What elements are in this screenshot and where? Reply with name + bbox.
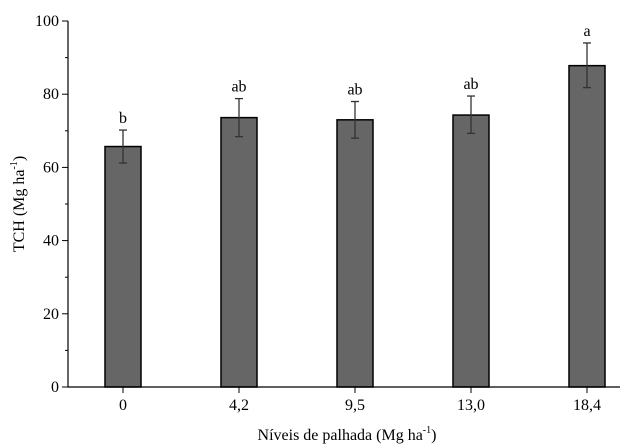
x-axis-title: Níveis de palhada (Mg ha-1) <box>258 425 437 444</box>
significance-label: ab <box>463 76 478 93</box>
bar <box>220 116 258 388</box>
bar <box>452 114 490 388</box>
error-bars <box>119 42 591 164</box>
x-tick-label: 4,2 <box>229 397 249 414</box>
y-tick-label: 100 <box>35 13 59 30</box>
x-tick-label: 0 <box>119 397 127 414</box>
bars <box>104 64 606 388</box>
significance-label: ab <box>231 79 246 96</box>
bar <box>104 145 142 388</box>
bar <box>336 119 374 388</box>
significance-label: b <box>119 110 127 127</box>
y-tick-label: 0 <box>51 379 59 396</box>
x-tick-label: 13,0 <box>457 397 485 414</box>
y-axis-ticks: 0 20 40 60 80 100 <box>35 13 68 396</box>
x-tick-label: 9,5 <box>345 397 365 414</box>
axes <box>67 21 620 388</box>
y-axis-title: TCH (Mg ha-1) <box>9 156 28 252</box>
significance-labels: b ab ab ab a <box>119 23 591 127</box>
significance-label: a <box>583 23 590 40</box>
x-tick-label: 18,4 <box>573 397 601 414</box>
y-tick-label: 20 <box>43 306 59 323</box>
y-tick-label: 80 <box>43 86 59 103</box>
y-tick-label: 60 <box>43 159 59 176</box>
bar <box>568 64 606 388</box>
x-axis-ticks: 0 4,2 9,5 13,0 18,4 <box>119 387 601 414</box>
y-tick-label: 40 <box>43 233 59 250</box>
significance-label: ab <box>347 82 362 99</box>
